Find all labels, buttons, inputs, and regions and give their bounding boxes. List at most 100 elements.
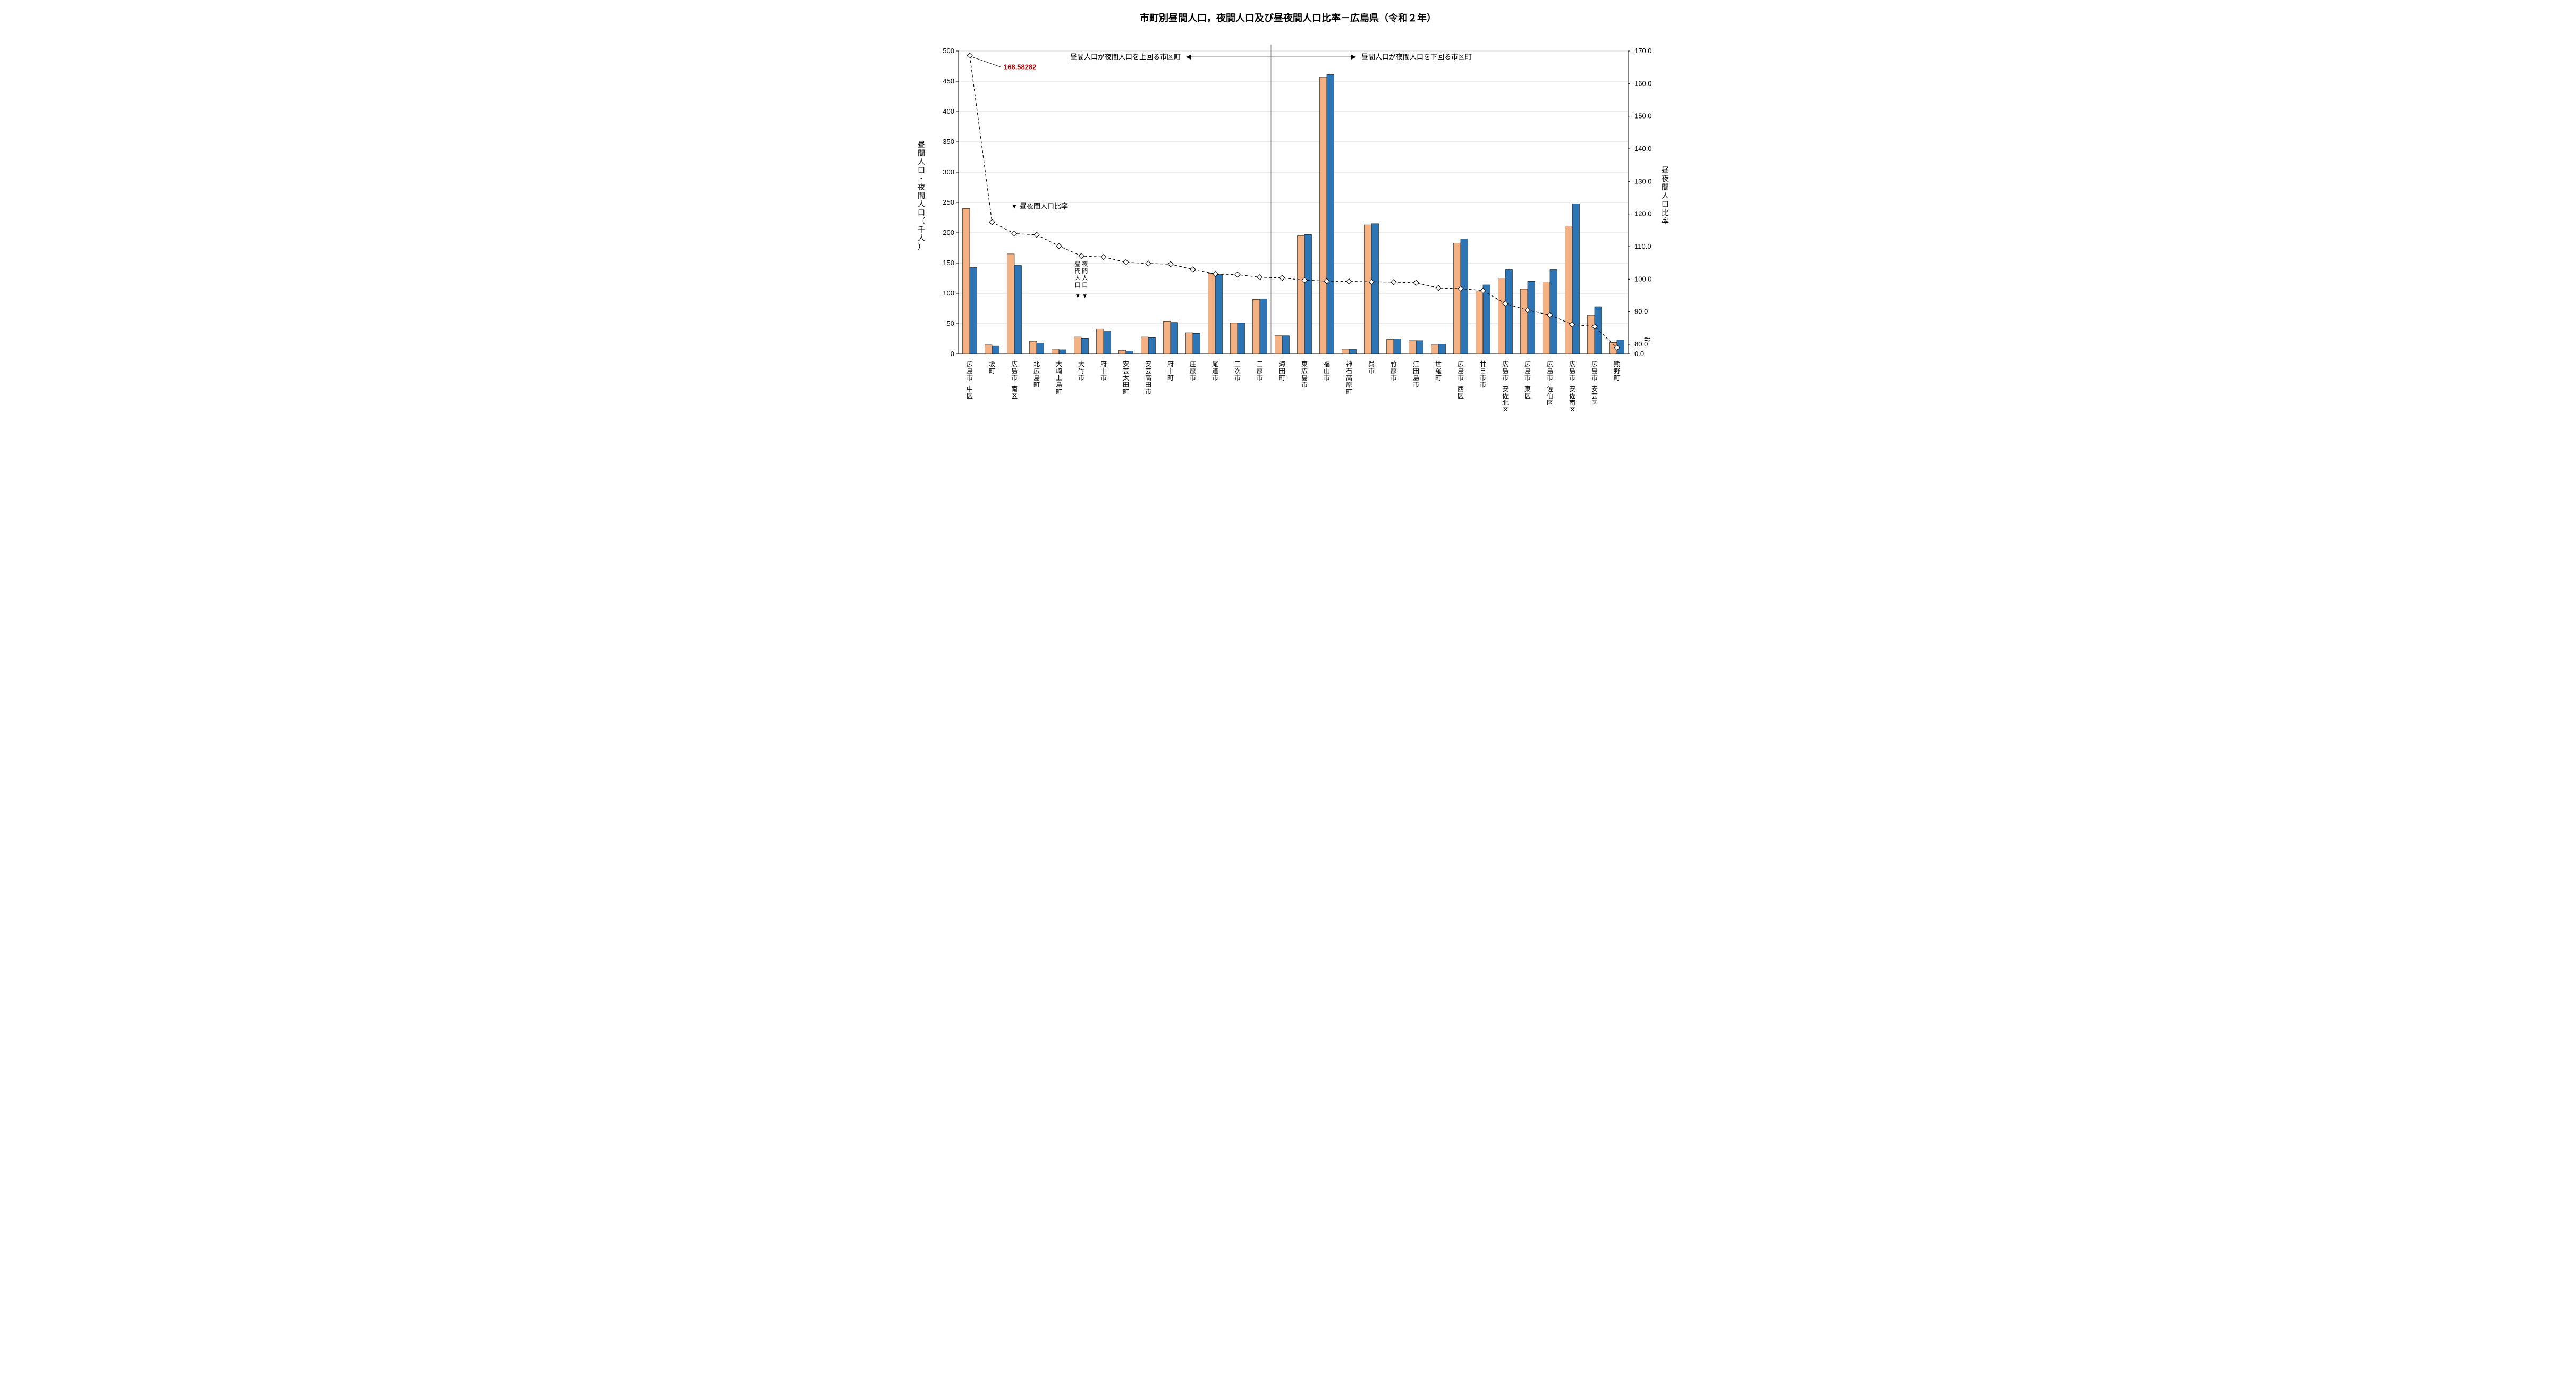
day-bar [1074, 337, 1081, 354]
category-label: 市 [1591, 374, 1598, 382]
category-label: 区 [1502, 406, 1509, 413]
night-bar [1595, 307, 1601, 354]
category-label: 広 [1301, 367, 1308, 375]
day-bar [1164, 321, 1171, 354]
category-label: 島 [1502, 367, 1509, 375]
left-axis-label: 夜 [918, 183, 925, 191]
ratio-marker [1056, 243, 1062, 249]
svg-text:人: 人 [1075, 275, 1081, 282]
category-label: 市 [1524, 374, 1531, 382]
svg-text:120.0: 120.0 [1634, 210, 1652, 218]
ratio-marker [1146, 261, 1151, 266]
night-bar [1304, 234, 1311, 354]
night-bar [1148, 337, 1155, 354]
category-label: 安 [1145, 360, 1151, 368]
ratio-marker [1413, 280, 1419, 285]
category-label: 区 [1569, 406, 1575, 413]
right-axis-label: 昼 [1662, 166, 1669, 174]
day-bar [1387, 340, 1394, 354]
category-label: 安 [1569, 385, 1575, 393]
category-label: 世 [1435, 360, 1442, 368]
svg-text:300: 300 [943, 168, 954, 176]
svg-text:400: 400 [943, 107, 954, 115]
night-bar [970, 267, 977, 354]
category-label: 高 [1145, 374, 1151, 382]
category-label: 広 [1524, 360, 1531, 368]
day-bar [1208, 273, 1215, 354]
svg-text:▼: ▼ [1082, 293, 1088, 300]
day-bar [1007, 254, 1014, 354]
svg-text:人: 人 [1082, 275, 1088, 282]
day-bar [1521, 289, 1528, 354]
ratio-marker [1012, 231, 1017, 236]
day-bar [1454, 243, 1461, 354]
category-label: 広 [1569, 360, 1575, 368]
category-label: 石 [1346, 367, 1352, 375]
category-label: 市 [1324, 374, 1330, 382]
category-label: 広 [967, 360, 973, 368]
day-bar [1231, 323, 1238, 354]
category-label: 町 [1435, 374, 1442, 382]
category-label: 町 [989, 367, 995, 375]
category-label: 広 [1011, 360, 1018, 368]
day-bar [1431, 345, 1438, 354]
night-bar [1215, 275, 1222, 354]
ratio-marker [1346, 279, 1352, 284]
left-axis-label: ・ [918, 174, 925, 183]
category-label: 区 [1458, 392, 1464, 400]
right-axis-label: 夜 [1662, 174, 1669, 183]
ratio-marker [1279, 275, 1285, 281]
ratio-marker [1168, 261, 1173, 267]
category-label: 安 [1123, 360, 1129, 368]
chart-svg: 0501001502002503003504004505000.080.090.… [900, 40, 1676, 444]
category-label: 日 [1480, 367, 1486, 375]
category-label: 島 [1056, 381, 1062, 388]
category-label: 南 [1569, 399, 1575, 407]
night-bar [1371, 224, 1378, 354]
night-bar [1327, 74, 1334, 354]
category-label: 区 [967, 392, 973, 400]
right-axis-label: 口 [1662, 200, 1669, 208]
category-label: 区 [1591, 399, 1598, 407]
category-label: 道 [1212, 367, 1218, 375]
category-label: 西 [1458, 385, 1464, 393]
ratio-marker [1391, 280, 1396, 285]
night-bar [1461, 239, 1468, 354]
category-label: 島 [1591, 367, 1598, 375]
category-label: 田 [1123, 381, 1129, 388]
day-bar [1320, 77, 1327, 354]
category-label: 中 [1100, 367, 1107, 375]
category-label: 区 [1547, 399, 1553, 407]
night-bar [1059, 350, 1066, 354]
svg-text:500: 500 [943, 47, 954, 55]
left-axis-label: 間 [918, 191, 925, 200]
category-label: 安 [1502, 385, 1509, 393]
left-axis-label: 口 [918, 208, 925, 217]
ratio-marker [1101, 255, 1106, 260]
svg-text:250: 250 [943, 198, 954, 206]
day-bar [1365, 225, 1371, 354]
left-axis-label: 人 [918, 157, 925, 166]
category-label: 原 [1257, 367, 1263, 375]
category-label: 町 [1614, 374, 1620, 382]
svg-text:160.0: 160.0 [1634, 79, 1652, 87]
category-label: 町 [1167, 374, 1174, 382]
day-bar [1588, 315, 1595, 354]
night-bar [1193, 333, 1200, 354]
category-label: 市 [1480, 381, 1486, 388]
category-label: 芸 [1591, 392, 1598, 400]
category-label: 市 [1078, 374, 1084, 382]
category-label: 市 [1190, 374, 1196, 382]
night-bar [1394, 339, 1401, 354]
night-bar [1126, 351, 1133, 354]
night-bar [1238, 323, 1244, 354]
day-bar [1409, 341, 1416, 354]
day-bar [1498, 278, 1505, 354]
left-axis-label: 人 [918, 200, 925, 208]
category-label: 竹 [1391, 360, 1397, 368]
left-axis-label: ） [918, 242, 925, 251]
category-label: 市 [1301, 381, 1308, 388]
category-label: 島 [1547, 367, 1553, 375]
category-label: 原 [1346, 381, 1352, 388]
category-label: 町 [1056, 388, 1062, 395]
